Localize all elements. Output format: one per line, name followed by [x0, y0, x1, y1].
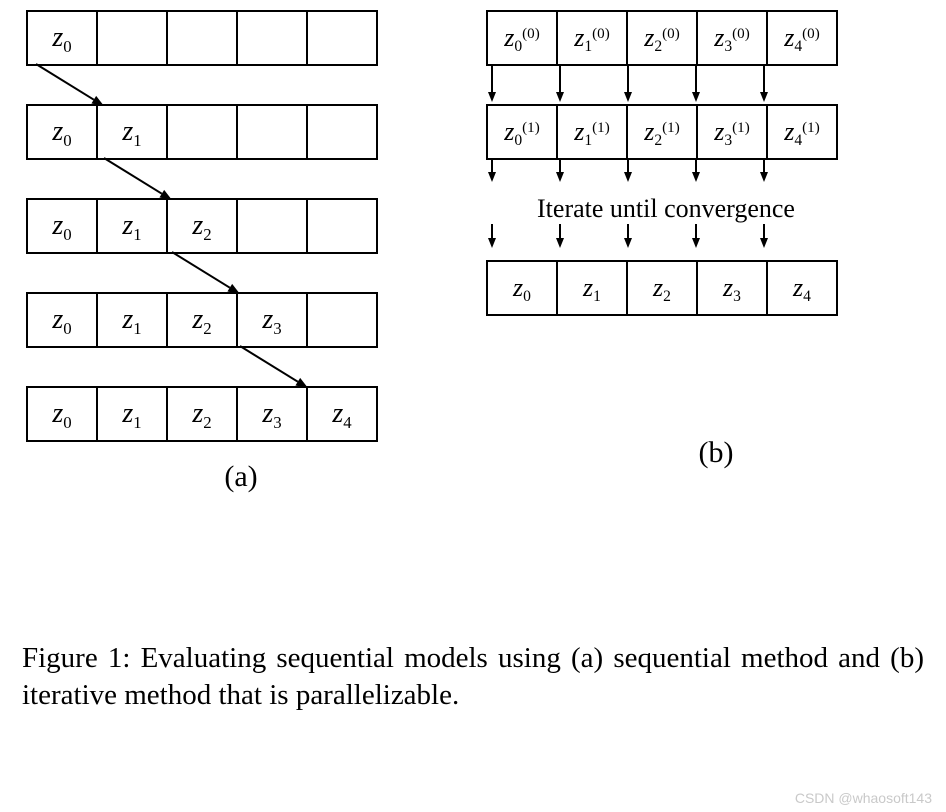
row: z0(0)z1(0)z2(0)z3(0)z4(0) — [486, 10, 838, 66]
caption-prefix: Figure 1: — [22, 642, 130, 674]
row: z0z1z2z3z4 — [486, 260, 838, 316]
cell: z2(1) — [628, 106, 698, 158]
cell: z1(1) — [558, 106, 628, 158]
page-root: z0z0z1z0z1z2z0z1z2z3z0z1z2z3z4 (a) z0(0)… — [0, 0, 946, 812]
cell: z3 — [698, 262, 768, 314]
cell: z0 — [28, 294, 98, 346]
cell — [238, 200, 308, 252]
panel-b: z0(0)z1(0)z2(0)z3(0)z4(0) z0(1)z1(1)z2(1)… — [456, 10, 946, 494]
cell — [168, 106, 238, 158]
row: z0z1z2 — [26, 198, 378, 254]
cell — [238, 106, 308, 158]
cell — [308, 106, 378, 158]
cell — [308, 12, 378, 64]
cell: z1 — [98, 388, 168, 440]
row: z0z1z2z3 — [26, 292, 378, 348]
panel-a-rows: z0z0z1z0z1z2z0z1z2z3z0z1z2z3z4 — [26, 10, 456, 442]
caption-body: Evaluating sequential models using (a) s… — [22, 642, 924, 711]
cell: z2 — [168, 294, 238, 346]
cell: z3 — [238, 294, 308, 346]
cell: z1 — [98, 200, 168, 252]
cell: z3 — [238, 388, 308, 440]
figure-caption: Figure 1: Evaluating sequential models u… — [22, 640, 924, 714]
cell: z4(1) — [768, 106, 838, 158]
cell: z0 — [488, 262, 558, 314]
columns: z0z0z1z0z1z2z0z1z2z3z0z1z2z3z4 (a) z0(0)… — [0, 0, 946, 494]
cell: z1 — [98, 294, 168, 346]
cell: z1(0) — [558, 12, 628, 64]
iterate-text: Iterate until convergence — [486, 194, 846, 224]
cell: z0 — [28, 388, 98, 440]
cell — [238, 12, 308, 64]
watermark: CSDN @whaosoft143 — [795, 790, 932, 806]
cell: z0(1) — [488, 106, 558, 158]
row: z0z1z2z3z4 — [26, 386, 378, 442]
cell — [308, 200, 378, 252]
cell: z3(0) — [698, 12, 768, 64]
cell: z3(1) — [698, 106, 768, 158]
row: z0 — [26, 10, 378, 66]
row: z0z1 — [26, 104, 378, 160]
cell: z2 — [168, 388, 238, 440]
cell: z0(0) — [488, 12, 558, 64]
row: z0(1)z1(1)z2(1)z3(1)z4(1) — [486, 104, 838, 160]
panel-b-label: (b) — [486, 436, 946, 470]
cell: z1 — [98, 106, 168, 158]
cell — [308, 294, 378, 346]
cell: z0 — [28, 12, 98, 64]
cell: z2(0) — [628, 12, 698, 64]
cell — [168, 12, 238, 64]
cell: z4(0) — [768, 12, 838, 64]
cell — [98, 12, 168, 64]
cell: z4 — [768, 262, 838, 314]
cell: z0 — [28, 106, 98, 158]
cell: z0 — [28, 200, 98, 252]
cell: z2 — [168, 200, 238, 252]
cell: z4 — [308, 388, 378, 440]
cell: z1 — [558, 262, 628, 314]
panel-b-rows: z0(0)z1(0)z2(0)z3(0)z4(0) z0(1)z1(1)z2(1)… — [486, 10, 946, 316]
cell: z2 — [628, 262, 698, 314]
panel-a-label: (a) — [26, 460, 456, 494]
panel-a: z0z0z1z0z1z2z0z1z2z3z0z1z2z3z4 (a) — [0, 10, 456, 494]
